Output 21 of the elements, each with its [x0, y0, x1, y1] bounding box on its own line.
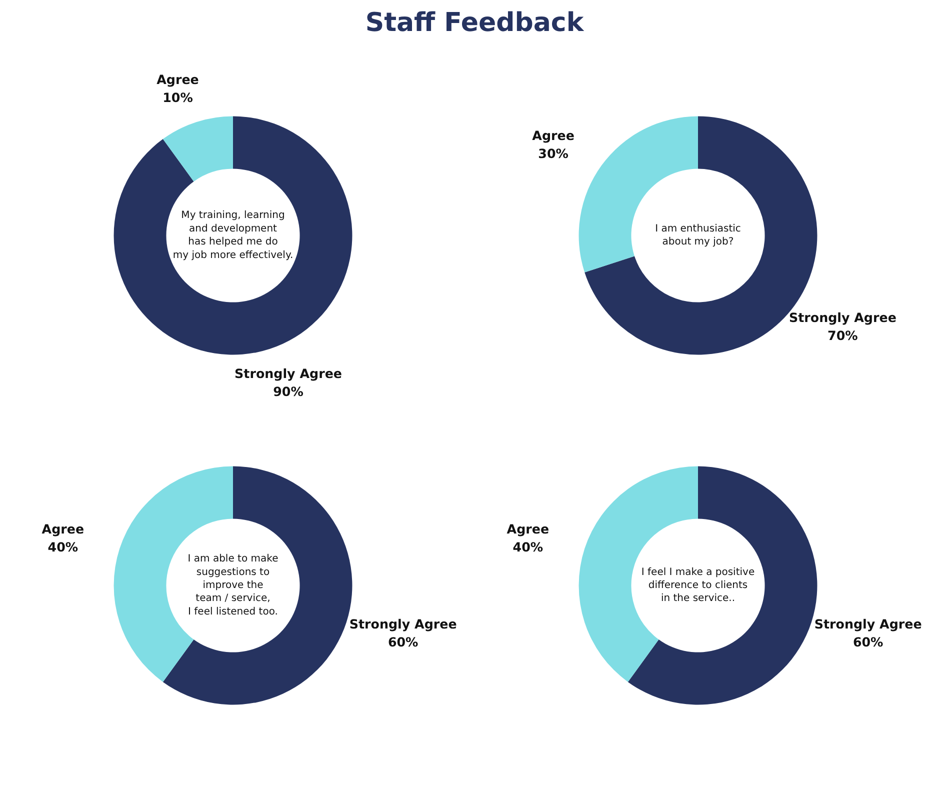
slice-label: Agree: [532, 128, 574, 144]
data-label: 90%: [273, 384, 304, 399]
data-label: 10%: [162, 90, 194, 106]
text: I am enthusiastic about my job?: [655, 223, 741, 248]
data-label: 60%: [388, 634, 419, 650]
data-label: 40%: [512, 539, 544, 554]
text: I feel I make a positive difference to clients in the service..: [641, 566, 755, 604]
text: My training, learning and development has helped me do my job more effectively.: [172, 210, 294, 261]
data-label: 70%: [828, 328, 858, 343]
slice-label: Agree: [506, 521, 550, 536]
slice-label: Strongly Agree: [349, 616, 457, 632]
slice-label: Agree: [156, 72, 199, 88]
text: I am able to make suggestions to improve the team / service, I feel listened too.: [188, 554, 278, 618]
text: Staff Feedback: [365, 7, 584, 40]
data-label: 60%: [852, 634, 884, 650]
slice-label: Strongly Agree: [234, 366, 342, 381]
slice-label: Strongly Agree: [814, 616, 922, 632]
data-label: 30%: [538, 146, 569, 162]
data-label: 40%: [48, 539, 78, 554]
slice-label: Agree: [42, 521, 84, 536]
slice-label: Strongly Agree: [788, 310, 896, 325]
